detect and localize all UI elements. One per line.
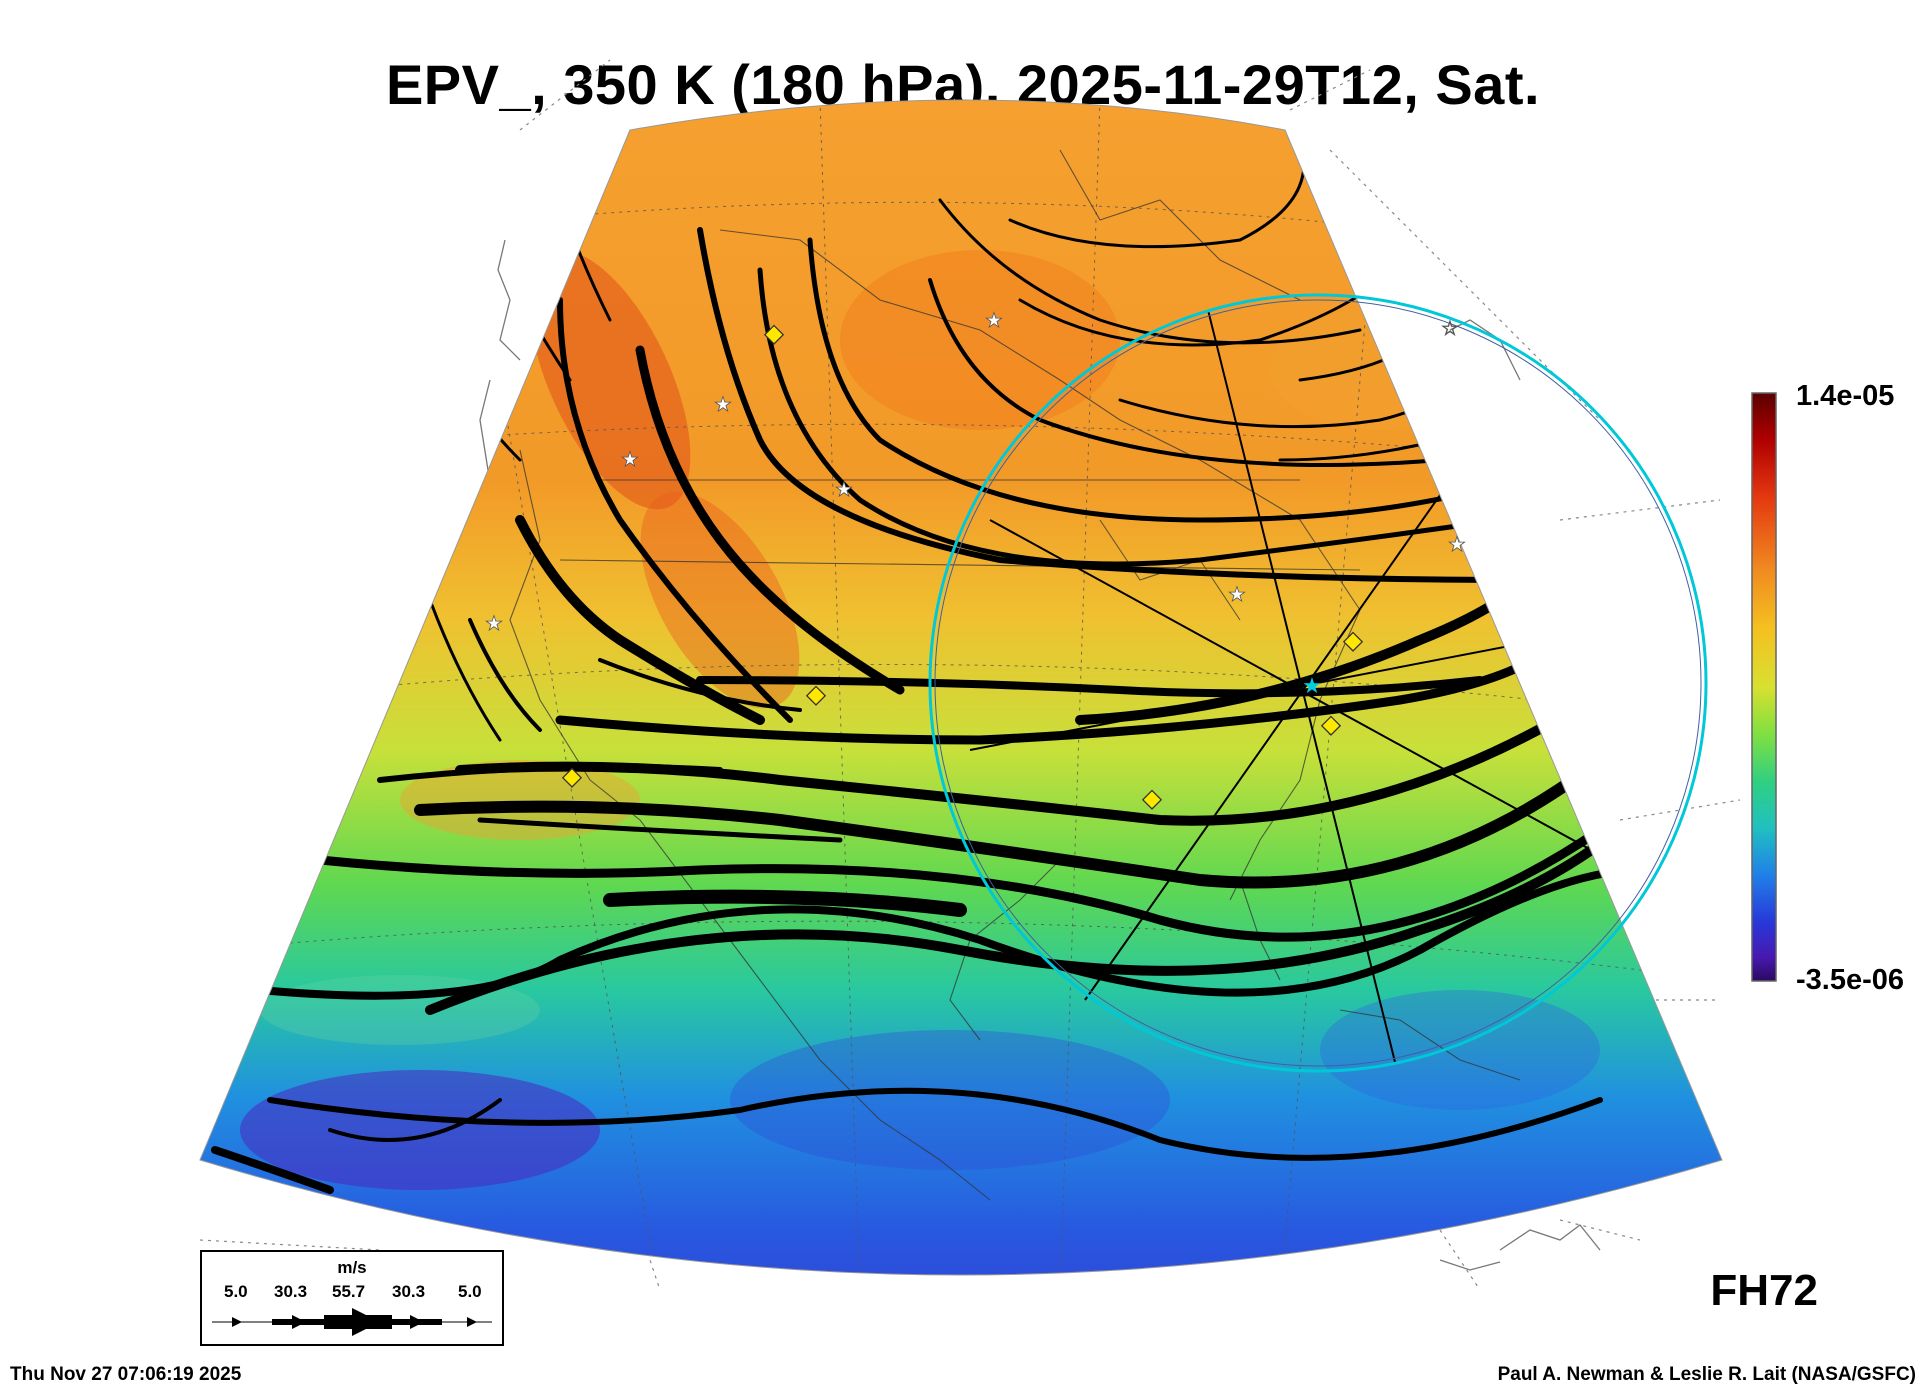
colorbar-max-label: 1.4e-05 [1796, 380, 1895, 412]
svg-text:★: ★ [621, 447, 639, 471]
svg-text:★: ★ [485, 611, 503, 635]
wind-scale-value: 5.0 [458, 1282, 482, 1301]
wind-scale-value: 30.3 [274, 1282, 308, 1301]
svg-text:☆: ☆ [1441, 316, 1459, 340]
svg-text:★: ★ [1448, 532, 1466, 556]
wind-streamlines [211, 138, 1665, 1194]
wind-scale-legend: m/s 5.0 30.3 55.7 30.3 5.0 [200, 1250, 504, 1346]
svg-text:★: ★ [985, 308, 1003, 332]
range-ring [928, 293, 1708, 1073]
colorbar-min-label: -3.5e-06 [1796, 964, 1905, 996]
epv-field [200, 100, 1722, 1275]
wind-scale-value: 55.7 [332, 1282, 366, 1301]
outer-coastline [479, 239, 1601, 1271]
center-star-icon: ★ [1302, 674, 1322, 699]
svg-text:★: ★ [714, 392, 732, 416]
map-sector-outline [199, 99, 1723, 1276]
forecast-hour-label: FH72 [1710, 1266, 1818, 1315]
station-markers [561, 324, 1364, 810]
footer-credit: Paul A. Newman & Leslie R. Lait (NASA/GS… [1497, 1364, 1916, 1385]
footer-timestamp: Thu Nov 27 07:06:19 2025 [10, 1364, 242, 1385]
wind-scale-value: 30.3 [392, 1282, 426, 1301]
wind-scale-unit: m/s [337, 1258, 367, 1277]
colorbar [1751, 392, 1777, 982]
svg-text:★: ★ [1228, 582, 1246, 606]
wind-scale-arrow-icon [212, 1308, 492, 1336]
svg-text:★: ★ [835, 477, 853, 501]
wind-scale-value: 5.0 [224, 1282, 248, 1301]
star-markers: ★ ★ ★ ★ ★ ★ ★ ☆ [485, 308, 1467, 636]
